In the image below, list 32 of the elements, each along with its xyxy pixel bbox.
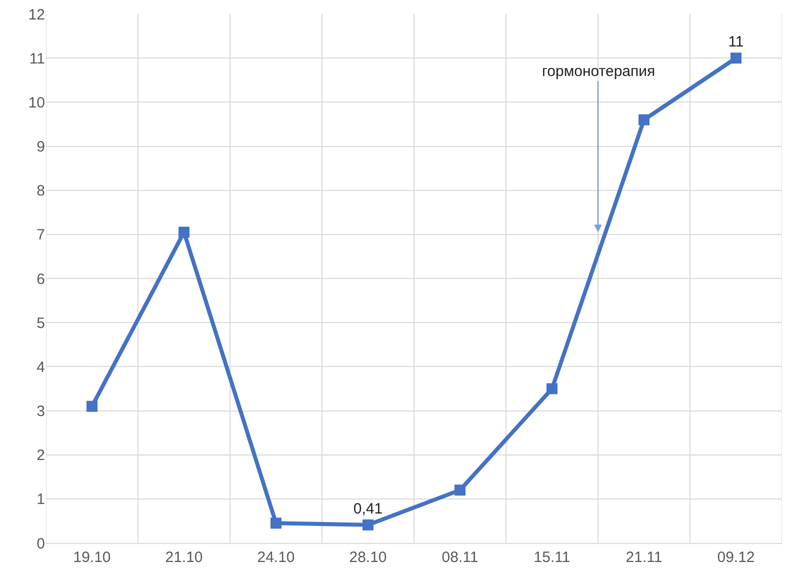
y-tick-label: 5 — [36, 314, 45, 332]
point — [638, 114, 650, 126]
point — [730, 52, 742, 64]
y-tick-label: 10 — [28, 94, 45, 112]
y-tick-label: 9 — [36, 138, 45, 156]
x-tick-label: 24.10 — [257, 549, 295, 566]
data-label: 0,41 — [353, 500, 383, 518]
y-tick-label: 4 — [36, 358, 45, 376]
point — [178, 226, 190, 238]
y-tick-label: 3 — [36, 403, 45, 420]
point — [454, 484, 466, 496]
y-tick-label: 8 — [36, 182, 45, 200]
x-tick-label: 09.12 — [717, 549, 755, 566]
y-tick-label: 6 — [36, 270, 45, 288]
x-tick-label: 28.10 — [349, 549, 387, 566]
x-tick-label: 08.11 — [442, 549, 478, 566]
x-tick-label: 19.10 — [73, 549, 111, 566]
y-tick-label: 11 — [29, 50, 45, 68]
y-tick-label: 7 — [36, 226, 45, 244]
x-tick-label: 21.11 — [626, 549, 662, 566]
point — [270, 518, 282, 529]
y-tick-label: 1 — [36, 491, 45, 508]
point — [86, 400, 98, 412]
y-tick-label: 2 — [36, 447, 45, 464]
y-tick-label: 0 — [36, 535, 45, 552]
x-tick-label: 21.10 — [165, 549, 203, 566]
point — [546, 383, 558, 394]
y-tick-label: 12 — [28, 6, 45, 24]
point — [362, 519, 374, 530]
data-label: 11 — [728, 33, 744, 50]
annotation: гормонотерапия — [542, 63, 656, 80]
x-tick-label: 15.11 — [534, 549, 570, 566]
